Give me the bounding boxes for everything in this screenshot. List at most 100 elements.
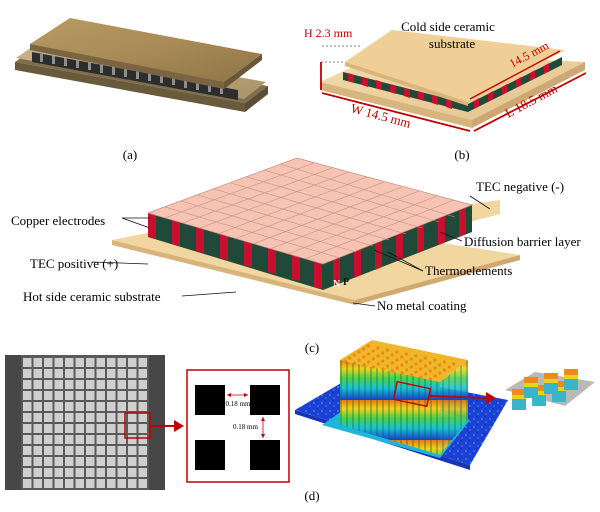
cold-side-label-line1: Cold side ceramic	[401, 19, 495, 34]
micrograph-cell	[65, 413, 74, 422]
spike-tip	[409, 357, 413, 361]
micrograph-cell	[138, 446, 147, 455]
micrograph-cell	[65, 435, 74, 444]
micrograph-cell	[65, 457, 74, 466]
micrograph-cell	[44, 446, 53, 455]
micrograph-cell	[107, 446, 116, 455]
spike-tip	[423, 356, 427, 360]
micrograph-cell	[54, 435, 63, 444]
micrograph-cell	[138, 457, 147, 466]
spike-tip	[357, 358, 361, 362]
micrograph-cell	[65, 468, 74, 477]
panel-c-tec-structure	[91, 157, 520, 307]
micrograph-cell	[86, 380, 95, 389]
spike-tip	[390, 353, 394, 357]
micrograph-cell	[54, 369, 63, 378]
spike-tip	[400, 355, 404, 359]
spike-tip	[381, 367, 385, 371]
micrograph-cell	[96, 457, 105, 466]
micrograph-cell	[33, 380, 42, 389]
micrograph-cell	[86, 479, 95, 488]
micrograph-cell	[23, 446, 32, 455]
micrograph-cell	[96, 479, 105, 488]
micrograph-cell	[107, 457, 116, 466]
spike-tip	[386, 364, 390, 368]
micrograph-cell	[65, 380, 74, 389]
micrograph-cell	[117, 468, 126, 477]
micrograph-cell	[33, 446, 42, 455]
spike-tip	[414, 362, 418, 366]
micrograph-cell	[23, 380, 32, 389]
copper-electrodes-label: Copper electrodes	[11, 213, 105, 228]
n-leg-mark: N	[333, 279, 341, 290]
spike-tip	[385, 348, 389, 352]
cold-side-label-line2: substrate	[429, 36, 475, 51]
micrograph-cell	[128, 402, 137, 411]
spike-tip	[352, 361, 357, 365]
micrograph-cell	[107, 424, 116, 433]
micrograph-cell	[65, 446, 74, 455]
micrograph-cell	[138, 402, 147, 411]
micrograph-cell	[54, 358, 63, 367]
micrograph-cell	[44, 358, 53, 367]
micrograph-cell	[65, 358, 74, 367]
micrograph-cell	[44, 402, 53, 411]
micrograph-cell	[75, 479, 84, 488]
panel-b-module-schematic	[320, 30, 587, 132]
zoomed-pillar	[512, 389, 526, 410]
spike-tip	[390, 361, 394, 365]
micrograph-cell	[86, 369, 95, 378]
zoom-arrow	[150, 420, 184, 432]
micrograph-cell	[75, 446, 84, 455]
panel-c-label: (c)	[305, 340, 319, 355]
hot-side-label: Hot side ceramic substrate	[23, 289, 161, 304]
micrograph-cell	[33, 391, 42, 400]
height-dimension: H 2.3 mm	[304, 26, 353, 40]
micrograph-cell	[107, 391, 116, 400]
spike-tip	[395, 358, 399, 362]
panel-b-label: (b)	[454, 147, 469, 162]
spike-tip	[419, 367, 423, 371]
spike-tip	[428, 377, 433, 381]
micrograph-cell	[138, 468, 147, 477]
spike-tip	[381, 351, 385, 355]
micrograph-cell	[75, 424, 84, 433]
micrograph-cell	[128, 424, 137, 433]
spike-tip	[404, 352, 408, 356]
spike-tip	[395, 366, 399, 370]
spike-tip	[362, 347, 366, 351]
spike-tip	[414, 370, 418, 374]
micrograph-cell	[54, 391, 63, 400]
spike-tip	[433, 358, 437, 362]
micrograph-cell	[128, 446, 137, 455]
tec-positive-label: TEC positive (+)	[30, 256, 118, 271]
micrograph-cell	[86, 457, 95, 466]
spike-tip	[438, 363, 442, 367]
micrograph-cell	[128, 369, 137, 378]
panel-d-label: (d)	[304, 488, 319, 503]
diffusion-barrier-label: Diffusion barrier layer	[464, 234, 581, 249]
micrograph-cell	[75, 391, 84, 400]
micrograph-cell	[44, 424, 53, 433]
spike-tip	[428, 361, 432, 365]
micrograph-cell	[75, 468, 84, 477]
micrograph-cell	[65, 369, 74, 378]
spike-tip	[376, 362, 380, 366]
horizontal-gap-label: 0.18 mm	[226, 400, 251, 408]
micrograph-cell	[128, 358, 137, 367]
micrograph-cell	[54, 402, 63, 411]
micrograph-cell	[65, 402, 74, 411]
micrograph-cell	[96, 380, 105, 389]
micrograph-cell	[33, 435, 42, 444]
micrograph-cell	[128, 457, 137, 466]
vertical-gap-label: 0.18 mm	[233, 423, 258, 431]
spike-tip	[438, 371, 442, 375]
micrograph-cell	[117, 358, 126, 367]
micrograph-cell	[117, 457, 126, 466]
micrograph-cell	[75, 369, 84, 378]
micrograph-cell	[117, 369, 126, 378]
spike-tip	[376, 354, 380, 358]
spike-tip	[404, 360, 409, 364]
micrograph-cell	[23, 457, 32, 466]
micrograph-cell	[54, 468, 63, 477]
